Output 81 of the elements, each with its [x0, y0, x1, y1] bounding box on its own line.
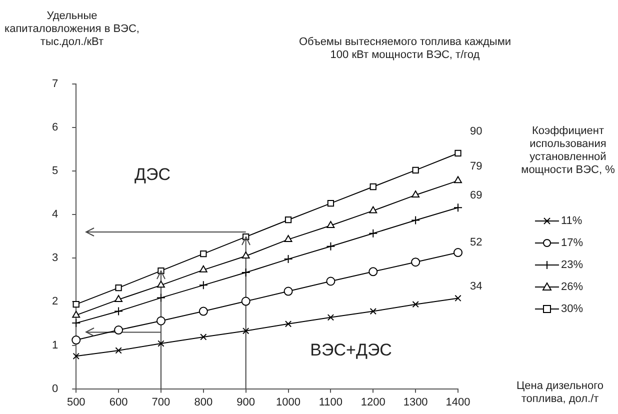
- point: [412, 301, 419, 308]
- point: [114, 295, 123, 302]
- annotation: ВЭС+ДЭС: [310, 340, 392, 360]
- y-tick-label: 0: [52, 382, 58, 395]
- x-tick-label: 1200: [360, 396, 386, 408]
- x-tick-label: 700: [152, 396, 170, 408]
- x-tick-label: 1100: [318, 396, 343, 408]
- point: [284, 320, 292, 328]
- point: [370, 183, 376, 190]
- point: [454, 294, 462, 302]
- x-tick-label: 1000: [276, 396, 301, 408]
- annotation: ДЭС: [134, 165, 170, 184]
- legend-label: 17%: [561, 237, 584, 249]
- point: [114, 326, 124, 335]
- chart-title: Объемы вытесняемого топлива каждыми 100 кВт мощности ВЭС, т/год: [298, 36, 512, 62]
- text: 34: [470, 280, 482, 293]
- y-tick-label: 5: [52, 165, 58, 178]
- y-tick-label: 4: [52, 208, 58, 221]
- point: [72, 318, 81, 328]
- legend-label: 30%: [561, 303, 584, 315]
- legend-label: 23%: [561, 259, 584, 271]
- point: [241, 268, 250, 278]
- point: [157, 280, 165, 288]
- point: [241, 296, 250, 306]
- point: [72, 336, 81, 345]
- point: [327, 314, 334, 321]
- x-axis-title: Цена дизельного топлива, дол./т: [516, 380, 604, 406]
- point: [411, 258, 420, 267]
- point: [200, 334, 207, 340]
- point: [115, 284, 122, 292]
- point: [454, 248, 462, 258]
- legend-title: Коэффициент использования установленной мощности ВЭС, %: [520, 125, 616, 177]
- y-tick-label: 7: [52, 78, 58, 90]
- x-tick-label: 500: [66, 396, 86, 408]
- point: [454, 176, 462, 184]
- point: [199, 265, 208, 272]
- point: [284, 234, 292, 242]
- legend-label: 11%: [561, 215, 582, 227]
- text: 79: [470, 160, 482, 172]
- text: 52: [470, 236, 482, 249]
- point: [284, 254, 293, 264]
- point: [284, 216, 292, 224]
- point: [368, 228, 378, 238]
- point: [242, 328, 250, 334]
- legend-label: 26%: [561, 281, 584, 293]
- text: 69: [470, 189, 482, 202]
- point: [72, 301, 80, 308]
- x-tick-label: 1300: [403, 396, 428, 408]
- y-tick-label: 2: [52, 296, 58, 308]
- point: [198, 280, 208, 290]
- x-tick-label: 600: [109, 396, 128, 408]
- point: [326, 221, 335, 228]
- point: [242, 251, 250, 258]
- y-axis-title: Удельные капиталовложения в ВЭС, тыс.дол./кВт: [4, 10, 140, 49]
- point: [156, 293, 166, 302]
- point: [454, 150, 462, 157]
- x-tick-label: 900: [236, 396, 256, 408]
- point: [156, 316, 166, 326]
- point: [368, 267, 378, 276]
- point: [158, 340, 164, 347]
- point: [370, 308, 376, 315]
- point: [412, 166, 419, 174]
- y-tick-label: 1: [52, 339, 58, 352]
- point: [327, 200, 334, 207]
- x-tick-label: 1400: [446, 396, 470, 408]
- point: [411, 216, 420, 225]
- y-tick-label: 3: [52, 252, 58, 264]
- point: [115, 347, 122, 354]
- point: [198, 306, 208, 316]
- point: [326, 242, 336, 251]
- point: [326, 276, 336, 286]
- y-tick-label: 6: [52, 122, 58, 134]
- point: [369, 206, 378, 214]
- point: [72, 352, 80, 360]
- point: [114, 306, 124, 316]
- x-tick-label: 800: [194, 396, 213, 408]
- point: [454, 203, 462, 212]
- point: [200, 250, 207, 258]
- point: [412, 190, 420, 198]
- text: 90: [470, 125, 482, 138]
- point: [284, 286, 293, 296]
